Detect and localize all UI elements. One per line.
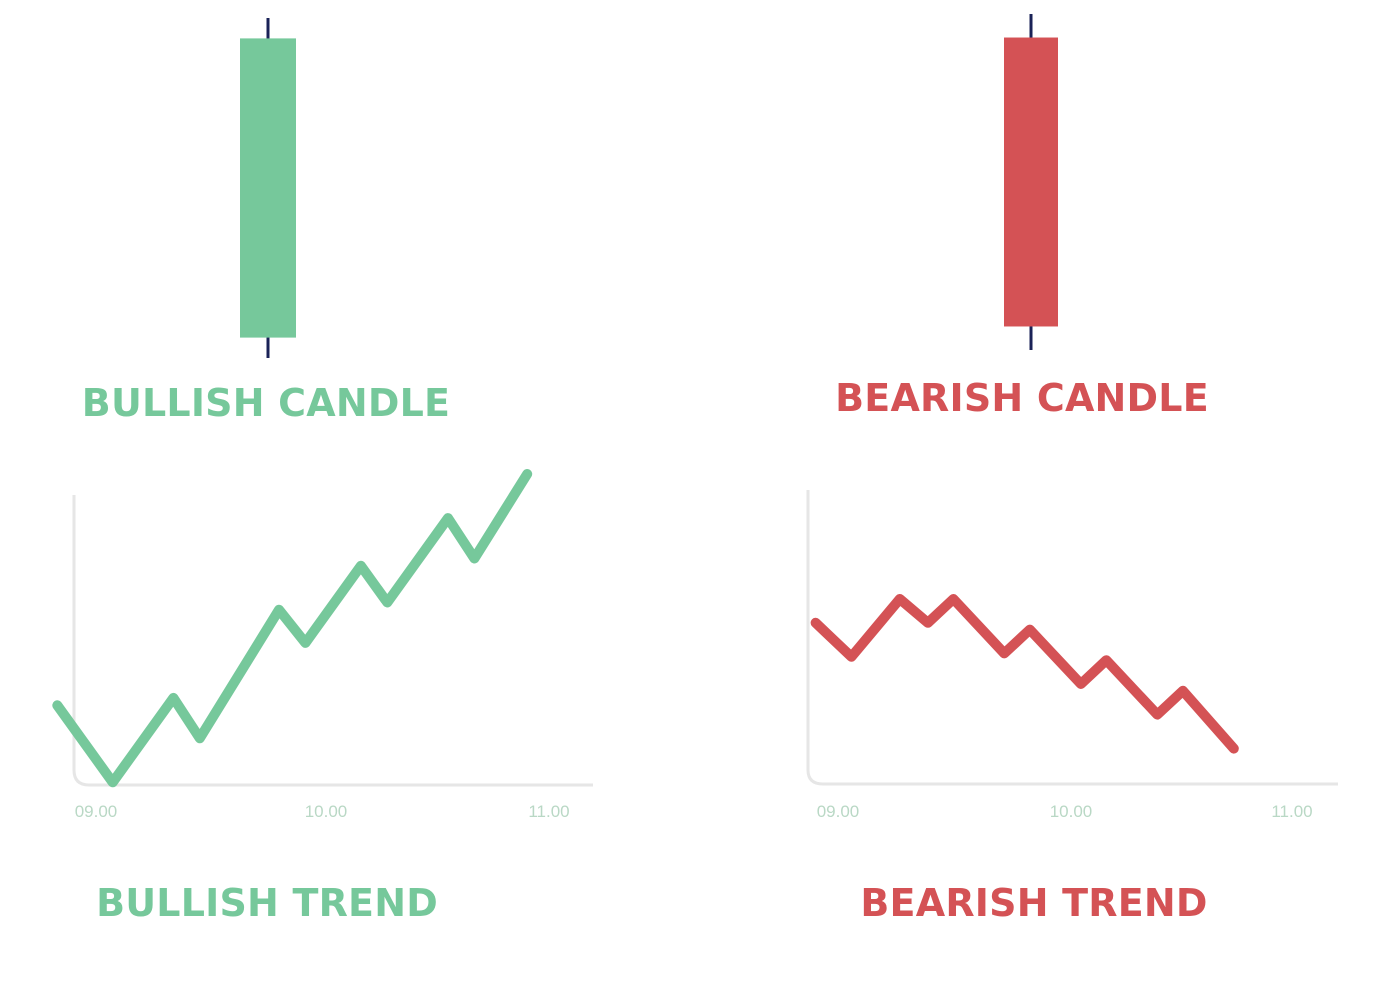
bearish-candle-title: BEARISH CANDLE [835, 376, 1209, 420]
bullish-trend-title: BULLISH TREND [96, 881, 438, 925]
bearish-trend-axes [806, 490, 1338, 786]
bearish-x-tick-label: 11.00 [1271, 802, 1312, 821]
bullish-x-tick-label: 11.00 [528, 802, 569, 821]
bearish-candle-panel: BEARISH CANDLE [835, 14, 1209, 420]
bullish-trend-line [52, 469, 533, 788]
bearish-trend-title: BEARISH TREND [860, 881, 1207, 925]
bullish-candle-title: BULLISH CANDLE [82, 381, 450, 425]
bullish-trend-panel: 09.00 10.00 11.00 BULLISH TREND [52, 469, 593, 925]
bullish-x-tick-label: 09.00 [75, 802, 118, 821]
bullish-candle-panel: BULLISH CANDLE [82, 18, 450, 425]
bearish-x-tick-label: 09.00 [817, 802, 860, 821]
bearish-x-tick-label: 10.00 [1050, 802, 1093, 821]
bullish-x-tick-label: 10.00 [305, 802, 348, 821]
bearish-candle-body [1004, 37, 1058, 327]
bearish-trend-panel: 09.00 10.00 11.00 BEARISH TREND [806, 490, 1338, 925]
bearish-trend-line [810, 594, 1239, 754]
bullish-candle-body [240, 38, 296, 338]
bullish-trend-axes [72, 495, 593, 787]
